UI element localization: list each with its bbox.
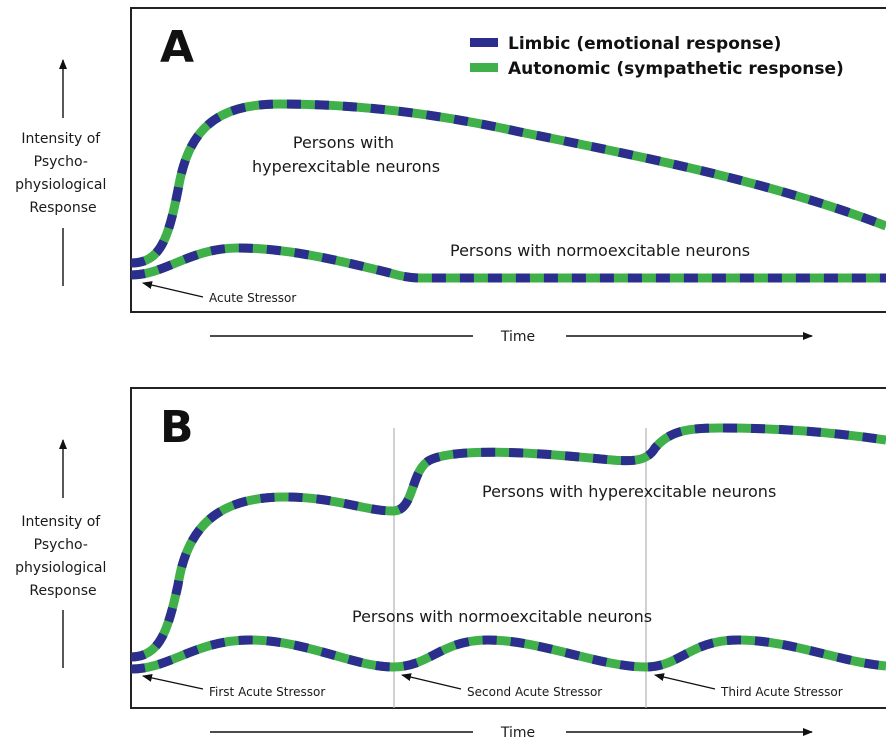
- panel-b-first-stressor-label: First Acute Stressor: [209, 685, 325, 699]
- panel-b-third-stressor-label: Third Acute Stressor: [720, 685, 843, 699]
- panel-a-ylabel: Intensity of Psycho- physiological Respo…: [15, 131, 111, 216]
- panel-a: A Limbic (emotional response) Autonomic …: [15, 7, 886, 345]
- panel-a-stressor-label: Acute Stressor: [209, 291, 296, 305]
- panel-b-letter: B: [160, 402, 194, 453]
- panel-b-ylabel: Intensity of Psycho- physiological Respo…: [15, 514, 111, 599]
- legend-autonomic-swatch: [470, 63, 498, 72]
- panel-b-hyper-curve: [130, 423, 886, 662]
- panel-b-normo-curve: [130, 635, 886, 674]
- panel-b-second-stressor-label: Second Acute Stressor: [467, 685, 602, 699]
- legend-autonomic-label: Autonomic (sympathetic response): [508, 59, 844, 79]
- panel-a-hyper-label: Persons with hyperexcitable neurons: [252, 133, 440, 176]
- panel-a-frame: [130, 7, 886, 313]
- legend-limbic-swatch: [470, 38, 498, 47]
- panel-a-stressor-arrow: [142, 281, 204, 298]
- panel-a-normo-label: Persons with normoexcitable neurons: [450, 241, 750, 260]
- panel-b: B Intensity of Psycho- physiological Res…: [15, 387, 886, 740]
- panel-b-third-stressor-arrow: [654, 673, 716, 690]
- panel-b-normo-label: Persons with normoexcitable neurons: [352, 607, 652, 626]
- legend-limbic-label: Limbic (emotional response): [508, 34, 781, 54]
- panel-b-hyper-label: Persons with hyperexcitable neurons: [482, 482, 776, 501]
- panel-b-second-stressor-arrow: [401, 673, 462, 690]
- panel-a-time-label: Time: [500, 329, 535, 345]
- legend: Limbic (emotional response) Autonomic (s…: [470, 34, 844, 79]
- panel-b-frame: [130, 387, 886, 709]
- panel-a-letter: A: [160, 22, 194, 73]
- panel-b-time-label: Time: [500, 725, 535, 740]
- panel-a-hyper-curve: [130, 99, 886, 268]
- panel-a-normo-curve: [130, 243, 886, 283]
- panel-b-first-stressor-arrow: [142, 673, 204, 690]
